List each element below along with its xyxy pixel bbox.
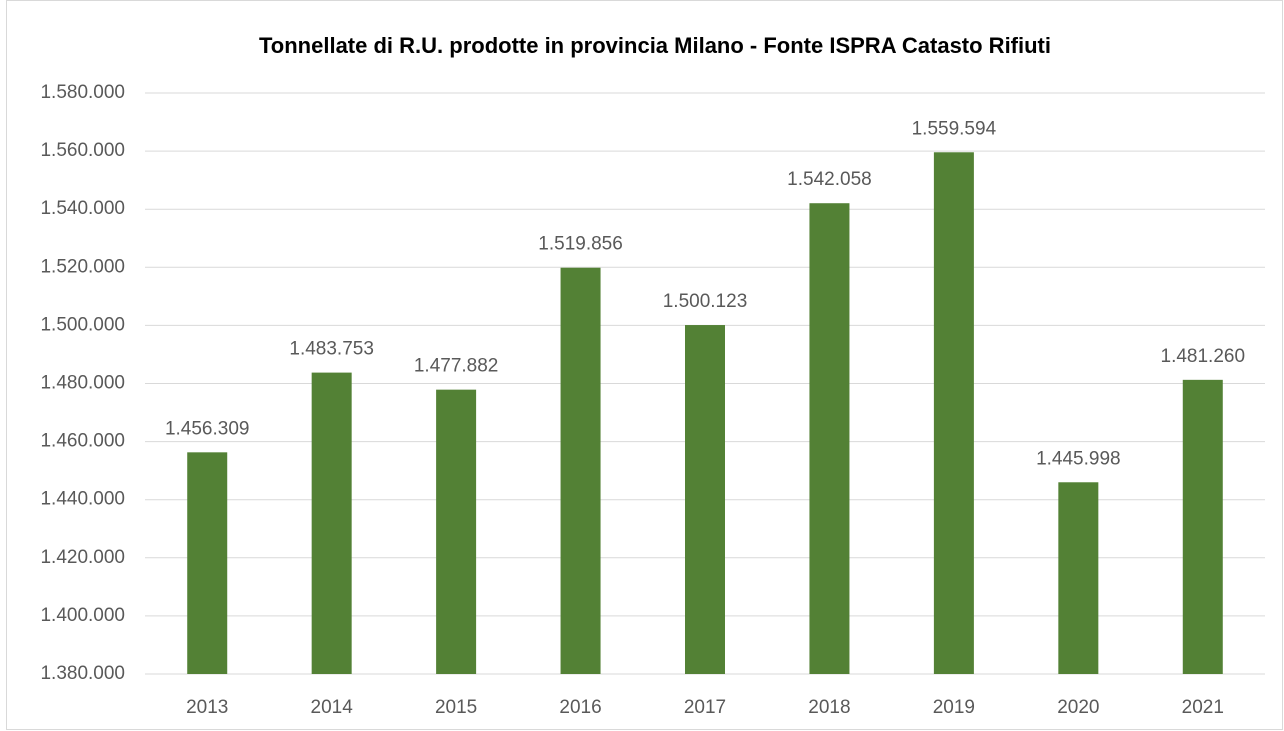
y-tick-label: 1.440.000 (40, 489, 125, 510)
data-label: 1.559.594 (912, 118, 997, 139)
y-tick-label: 1.560.000 (40, 140, 125, 161)
y-tick-label: 1.380.000 (40, 663, 125, 684)
x-tick-label: 2018 (808, 697, 850, 718)
bar (809, 203, 850, 675)
x-tick-label: 2019 (933, 697, 975, 718)
data-label: 1.445.998 (1036, 448, 1121, 469)
x-tick-label: 2020 (1057, 697, 1099, 718)
x-tick-label: 2017 (684, 697, 726, 718)
data-label: 1.477.882 (414, 356, 499, 377)
y-tick-label: 1.420.000 (40, 547, 125, 568)
y-tick-label: 1.520.000 (40, 256, 125, 277)
data-label: 1.456.309 (165, 418, 250, 439)
data-label: 1.542.058 (787, 169, 872, 190)
bar (560, 267, 601, 674)
x-tick-label: 2014 (311, 697, 354, 718)
bar (187, 452, 228, 674)
y-tick-label: 1.460.000 (40, 431, 125, 452)
data-label: 1.481.260 (1161, 346, 1246, 367)
y-tick-label: 1.480.000 (40, 373, 125, 394)
x-tick-label: 2015 (435, 697, 477, 718)
x-tick-label: 2021 (1182, 697, 1224, 718)
bar (1182, 379, 1223, 674)
x-tick-label: 2013 (186, 697, 228, 718)
bar (311, 372, 352, 674)
y-tick-label: 1.580.000 (40, 82, 125, 103)
chart-title: Tonnellate di R.U. prodotte in provincia… (259, 33, 1051, 58)
y-tick-label: 1.400.000 (40, 605, 125, 626)
data-label: 1.483.753 (289, 339, 374, 360)
data-label: 1.500.123 (663, 291, 748, 312)
y-tick-label: 1.500.000 (40, 314, 125, 335)
x-tick-label: 2016 (559, 697, 601, 718)
data-label: 1.519.856 (538, 234, 623, 255)
bar (436, 389, 477, 674)
y-tick-label: 1.540.000 (40, 198, 125, 219)
bar (933, 152, 974, 675)
bar (685, 325, 725, 674)
bar (1058, 482, 1099, 674)
